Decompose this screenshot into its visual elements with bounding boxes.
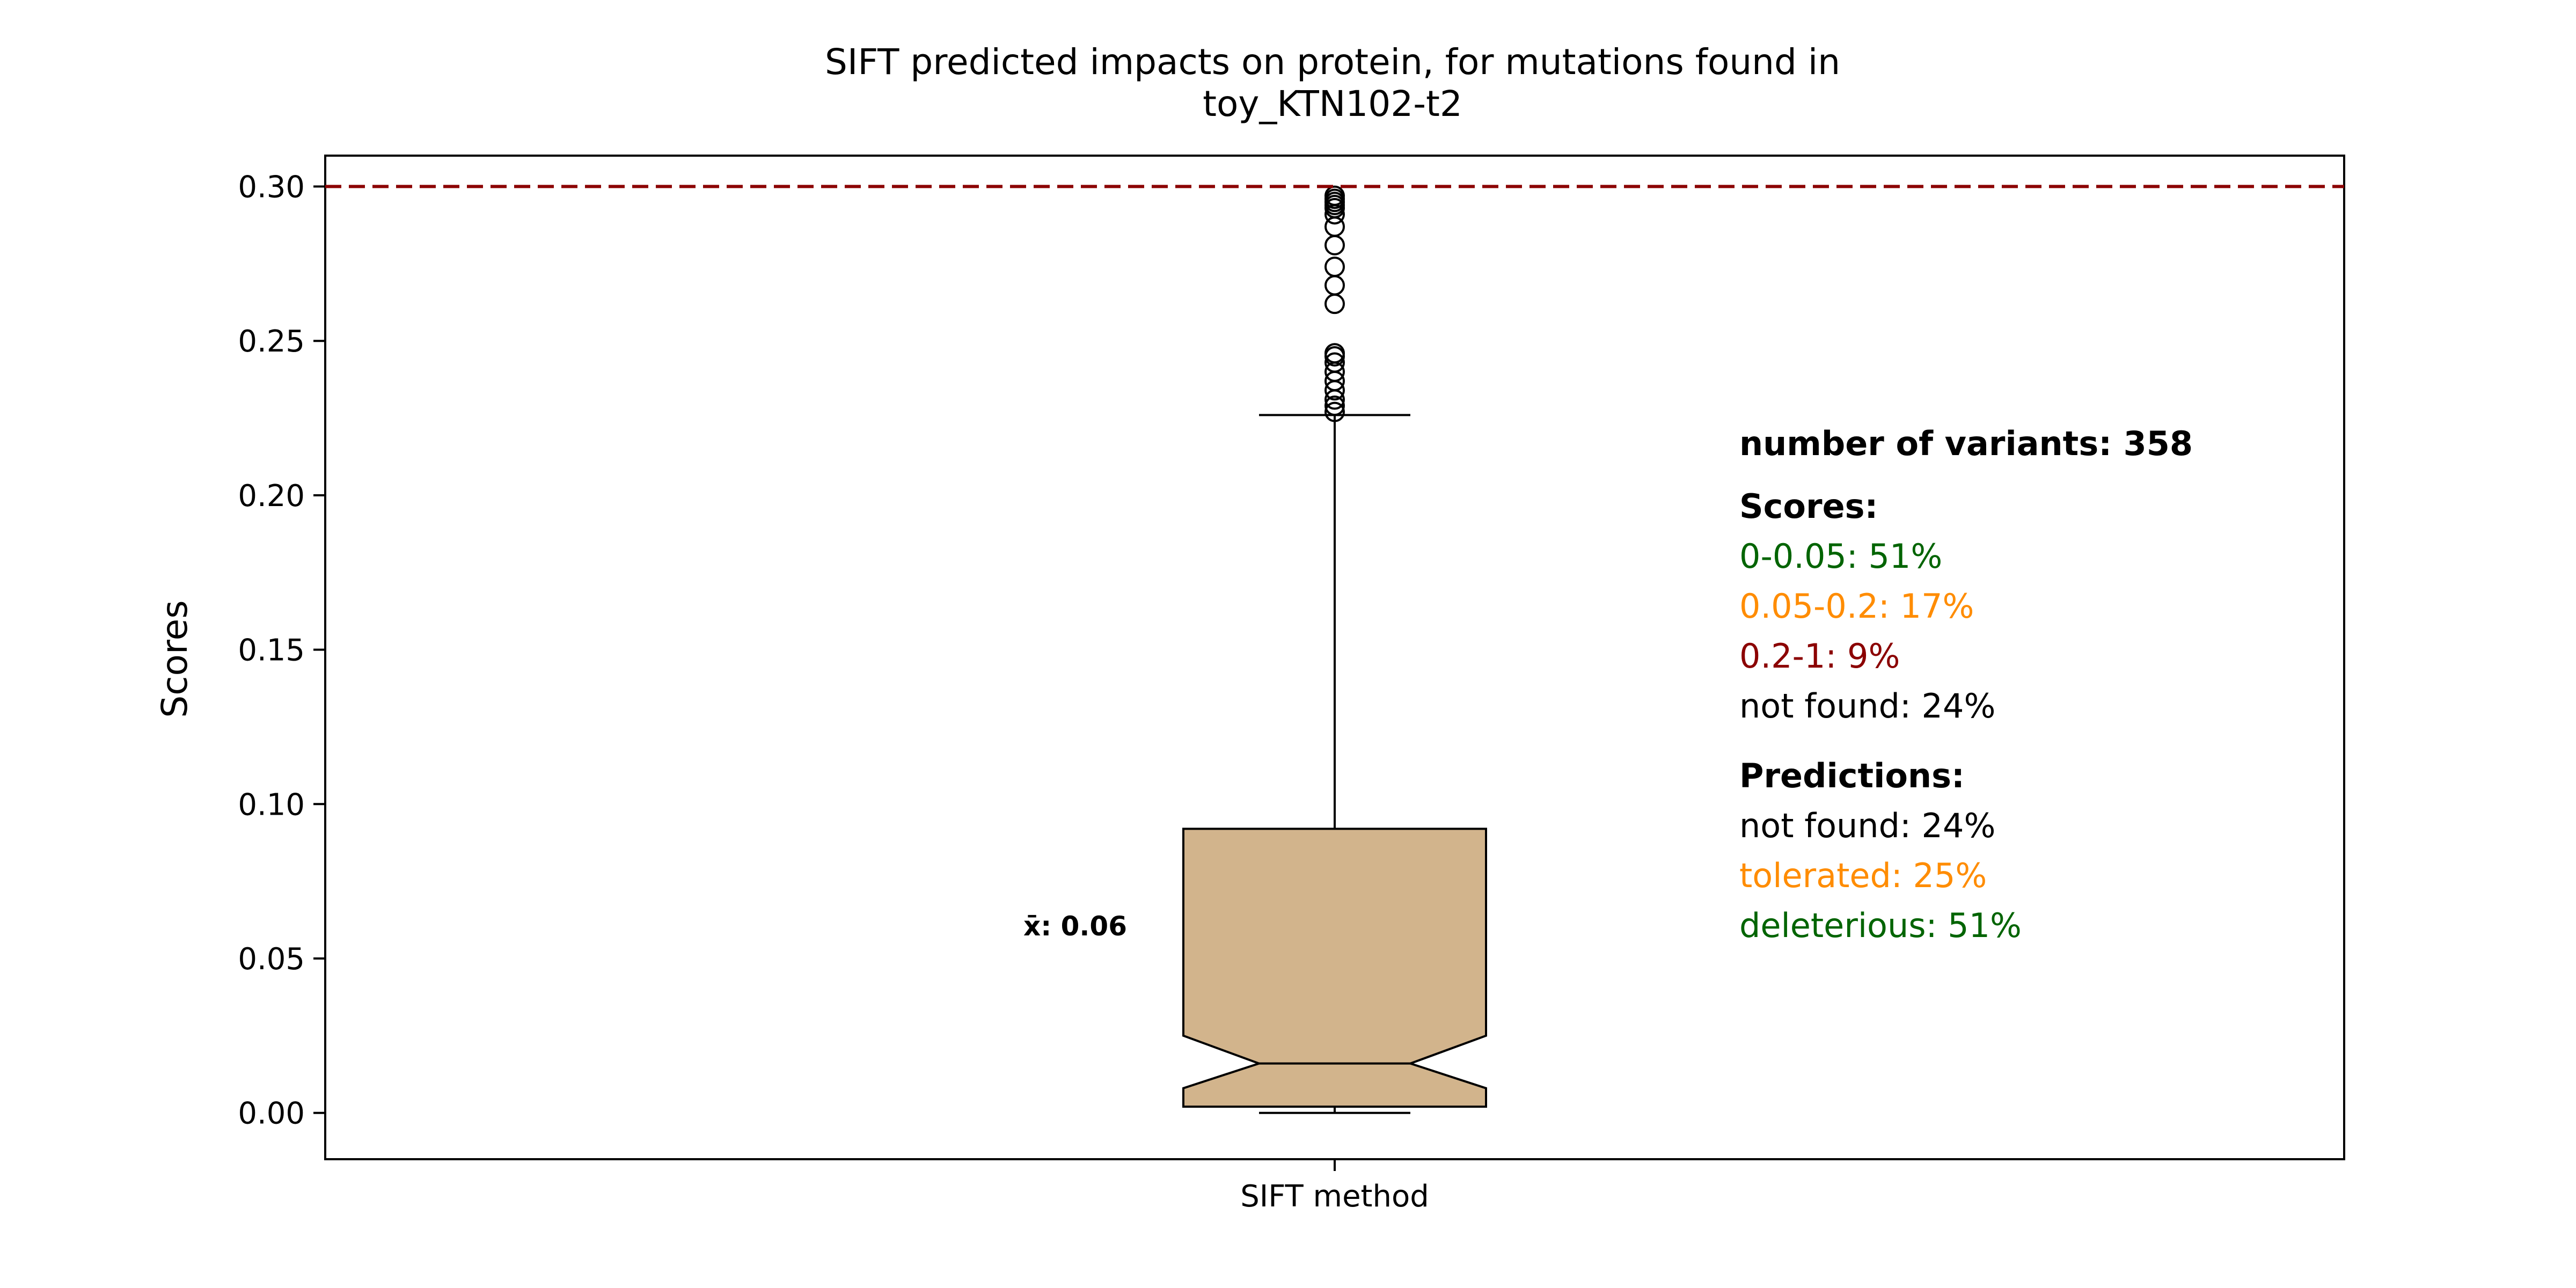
mean-label: x̄: 0.06: [1023, 911, 1127, 942]
outlier-point: [1324, 343, 1345, 364]
box-body: [1182, 828, 1487, 1108]
x-tick-label: SIFT method: [1240, 1179, 1429, 1214]
variants-annotation: number of variants: 358: [1739, 424, 2193, 463]
y-tick-label: 0.25: [238, 324, 305, 359]
chart-title-line2: toy_KTN102-t2: [1203, 83, 1462, 125]
score-line-4: not found: 24%: [1739, 686, 1995, 726]
y-tick-label: 0.30: [238, 170, 305, 205]
plot-area: 0.00 0.05 0.10 0.15 0.20 0.25 0.30 SIFT method: [238, 155, 2345, 1214]
outlier-point: [1324, 401, 1345, 422]
prediction-line-2: tolerated: 25%: [1739, 856, 1987, 895]
score-line-1: 0-0.05: 51%: [1739, 537, 1942, 576]
y-tick-label: 0.00: [238, 1096, 305, 1131]
outlier-point: [1324, 185, 1345, 206]
outlier-point: [1324, 257, 1345, 277]
prediction-line-3: deleterious: 51%: [1739, 906, 2022, 945]
predictions-header: Predictions:: [1739, 756, 1965, 795]
score-line-2: 0.05-0.2: 17%: [1739, 587, 1974, 626]
y-tick-label: 0.20: [238, 479, 305, 514]
y-axis-label: Scores: [154, 600, 195, 718]
score-line-3: 0.2-1: 9%: [1739, 636, 1900, 676]
y-tick-label: 0.15: [238, 633, 305, 668]
outlier-point: [1324, 396, 1345, 416]
y-tick-label: 0.05: [238, 942, 305, 977]
scores-header: Scores:: [1739, 487, 1878, 526]
outlier-point: [1324, 352, 1345, 373]
prediction-line-1: not found: 24%: [1739, 806, 1995, 845]
chart-title: SIFT predicted impacts on protein, for m…: [825, 41, 1840, 83]
y-tick-label: 0.10: [238, 787, 305, 822]
